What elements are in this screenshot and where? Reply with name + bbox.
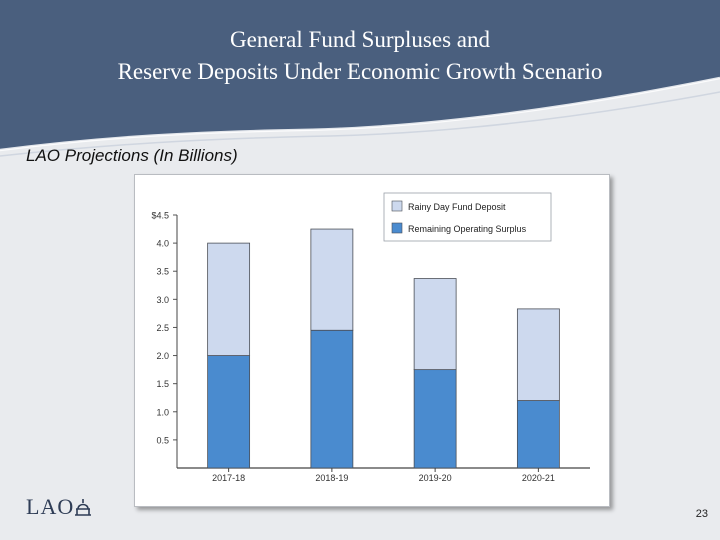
bar-operating-surplus	[413, 369, 457, 469]
slide-subtitle: LAO Projections (In Billions)	[26, 146, 238, 165]
y-tick-label: 2.0	[156, 351, 169, 361]
x-tick-label: 2017-18	[212, 473, 245, 483]
x-tick-label: 2018-19	[315, 473, 348, 483]
slide-title: General Fund Surpluses and Reserve Depos…	[0, 24, 720, 88]
y-tick-label: 2.5	[156, 323, 169, 333]
y-tick-label: 3.5	[156, 267, 169, 277]
legend-swatch-rainy-day	[391, 200, 403, 212]
bar-rainy-day-deposit	[310, 228, 354, 331]
y-tick-label: 1.5	[156, 379, 169, 389]
legend-swatch-operating	[391, 222, 403, 234]
header-banner	[0, 0, 720, 157]
legend-box	[383, 192, 552, 242]
chart-frame: 0.5 1.0 1.5 2.0 2.5 3.0 3.5 4.0 $4.5 2017-18 2018-…	[134, 174, 610, 507]
stacked-bar-chart: 0.5 1.0 1.5 2.0 2.5 3.0 3.5 4.0 $4.5 2017-18 2018-…	[151, 192, 590, 483]
bar-rainy-day-deposit	[516, 308, 560, 401]
y-tick-label: $4.5	[151, 211, 169, 221]
bar-operating-surplus	[516, 400, 560, 469]
legend-label: Rainy Day Fund Deposit	[408, 202, 506, 212]
slide-title-line-1: General Fund Surpluses and	[230, 27, 490, 52]
legend-label: Remaining Operating Surplus	[408, 224, 527, 234]
x-tick-label: 2020-21	[522, 473, 555, 483]
bar-rainy-day-deposit	[413, 278, 457, 371]
y-tick-label: 0.5	[156, 435, 169, 445]
y-tick-label: 1.0	[156, 407, 169, 417]
page-number: 23	[695, 508, 708, 520]
slide-title-line-2: Reserve Deposits Under Economic Growth S…	[117, 59, 603, 84]
y-tick-label: 3.0	[156, 295, 169, 305]
lao-logo: LAO	[26, 494, 75, 519]
bar-operating-surplus	[310, 329, 354, 469]
dome-icon	[75, 499, 91, 516]
bar-operating-surplus	[207, 355, 251, 469]
bar-rainy-day-deposit	[207, 242, 251, 356]
x-tick-label: 2019-20	[419, 473, 452, 483]
y-tick-label: 4.0	[156, 239, 169, 249]
